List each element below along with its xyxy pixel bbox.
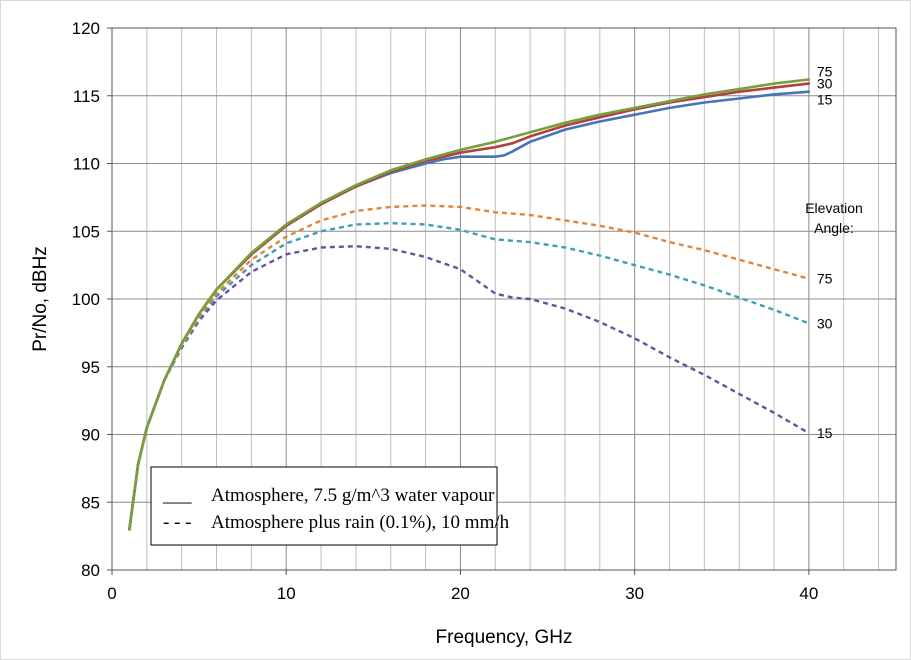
x-tick-label: 10 xyxy=(277,584,296,603)
series-line-dashed-30 xyxy=(128,221,810,530)
y-axis-title: Pr/No, dBHz xyxy=(30,246,51,352)
x-tick-label: 20 xyxy=(451,584,470,603)
legend-marker-solid: ___ xyxy=(162,485,192,506)
series-line-dashed-75 xyxy=(128,204,810,530)
series-end-label-dashed-75: 75 xyxy=(817,271,833,287)
y-tick-label: 105 xyxy=(72,222,100,241)
elevation-title-line-2: Angle: xyxy=(814,220,854,236)
x-tick-label: 30 xyxy=(625,584,644,603)
series-end-label-dashed-30: 30 xyxy=(817,315,833,331)
series-layer xyxy=(128,78,811,531)
legend-text-dashed: Atmosphere plus rain (0.1%), 10 mm/h xyxy=(211,512,510,533)
y-tick-label: 80 xyxy=(81,561,100,580)
tick-labels: 0 10 20 30 40 80 85 90 95 100 105 110 115 120 xyxy=(72,19,819,603)
series-end-label-dashed-15: 15 xyxy=(817,425,833,441)
legend-text-solid: Atmosphere, 7.5 g/m^3 water vapour xyxy=(211,485,495,506)
legend: ___ Atmosphere, 7.5 g/m^3 water vapour -… xyxy=(150,466,510,546)
y-tick-label: 95 xyxy=(81,358,100,377)
legend-box xyxy=(150,466,498,546)
elevation-title-line-1: Elevation xyxy=(805,200,863,216)
series-line-solid-75 xyxy=(128,78,811,531)
x-tick-label: 40 xyxy=(799,584,818,603)
legend-marker-dashed: - - - xyxy=(163,512,191,533)
y-tick-label: 85 xyxy=(81,493,100,512)
x-tick-label: 0 xyxy=(107,584,116,603)
series-end-label-solid-75: 75 xyxy=(817,63,833,79)
x-axis-title: Frequency, GHz xyxy=(436,627,573,648)
series-end-label-solid-15: 15 xyxy=(817,92,833,108)
y-tick-label: 115 xyxy=(73,87,100,106)
y-tick-label: 120 xyxy=(72,19,100,38)
series-end-label-solid-30: 30 xyxy=(817,76,833,92)
y-tick-label: 90 xyxy=(81,426,100,445)
y-tick-label: 100 xyxy=(72,290,100,309)
y-tick-label: 110 xyxy=(73,155,100,174)
